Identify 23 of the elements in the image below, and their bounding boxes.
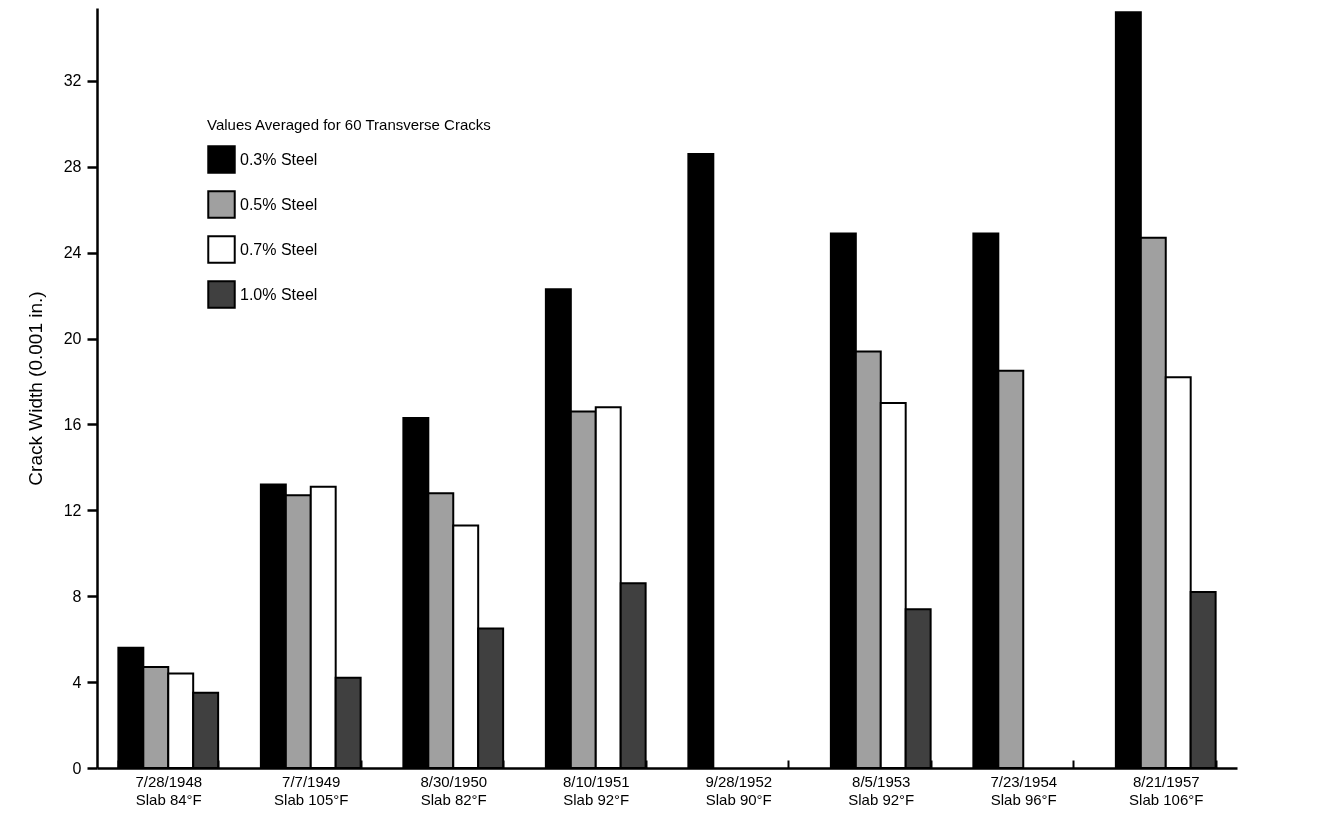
y-tick-label: 12	[63, 501, 82, 519]
x-tick-label: 8/21/1957 Slab 106°F	[1129, 772, 1204, 808]
x-tick-label: 8/10/1951 Slab 92°F	[562, 772, 630, 808]
legend-label: 1.0% Steel	[240, 285, 318, 303]
legend-title: Values Averaged for 60 Transverse Cracks	[207, 116, 491, 133]
y-tick-label: 8	[72, 587, 82, 605]
y-tick-label: 4	[72, 673, 82, 691]
y-tick-label: 24	[63, 244, 82, 262]
legend-label: 0.3% Steel	[240, 150, 318, 168]
legend-label: 0.7% Steel	[240, 240, 318, 258]
y-tick-label: 20	[63, 330, 82, 348]
y-tick-label: 0	[72, 759, 82, 777]
x-tick-label: 7/7/1949 Slab 105°F	[274, 772, 349, 808]
y-tick-label: 28	[63, 158, 82, 176]
legend-label: 0.5% Steel	[240, 195, 318, 213]
y-tick-label: 32	[63, 72, 82, 90]
y-axis-title: Crack Width (0.001 in.)	[24, 291, 46, 486]
y-tick-label: 16	[63, 416, 82, 433]
x-tick-label: 8/30/1950 Slab 82°F	[420, 772, 488, 808]
x-tick-label: 7/28/1948 Slab 84°F	[135, 772, 203, 808]
x-tick-label: 9/28/1952 Slab 90°F	[705, 772, 773, 808]
x-tick-label: 7/23/1954 Slab 96°F	[990, 772, 1058, 808]
x-tick-label: 8/5/1953 Slab 92°F	[848, 772, 915, 808]
